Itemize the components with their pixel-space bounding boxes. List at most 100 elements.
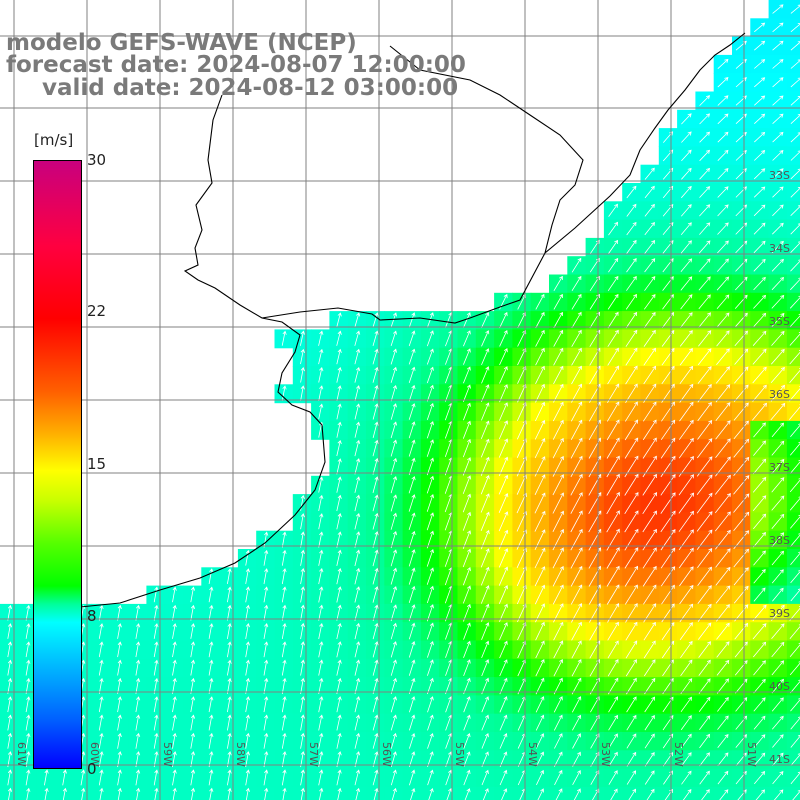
wind-arrow bbox=[390, 622, 397, 640]
wind-arrow bbox=[410, 787, 416, 800]
wind-cell bbox=[768, 292, 788, 312]
wind-cell bbox=[640, 732, 660, 751]
wind-arrow bbox=[535, 293, 545, 310]
wind-arrow bbox=[281, 714, 287, 731]
wind-arrow bbox=[390, 641, 397, 658]
wind-cell bbox=[750, 439, 770, 459]
wind-arrow bbox=[624, 401, 638, 422]
wind-arrow bbox=[588, 455, 602, 478]
wind-arrow bbox=[608, 714, 618, 731]
wind-arrow bbox=[373, 787, 379, 800]
wind-cell bbox=[585, 366, 605, 385]
wind-cell bbox=[567, 750, 587, 770]
wind-cell bbox=[585, 530, 605, 550]
wind-cell bbox=[695, 530, 715, 550]
wind-cell bbox=[530, 439, 550, 459]
wind-cell bbox=[732, 219, 751, 239]
wind-arrow bbox=[372, 659, 379, 676]
wind-arrow bbox=[788, 404, 800, 421]
wind-cell bbox=[530, 732, 550, 751]
wind-arrow bbox=[698, 312, 711, 328]
wind-arrow bbox=[135, 732, 141, 749]
wind-arrow bbox=[571, 293, 582, 310]
wind-arrow bbox=[498, 474, 509, 495]
wind-arrow bbox=[337, 787, 342, 800]
wind-arrow bbox=[642, 565, 657, 587]
wind-cell bbox=[603, 329, 623, 349]
wind-arrow bbox=[245, 568, 250, 584]
wind-arrow bbox=[336, 549, 342, 566]
wind-arrow bbox=[571, 257, 582, 273]
wind-arrow bbox=[642, 455, 657, 478]
wind-cell bbox=[732, 768, 751, 788]
wind-arrow bbox=[642, 510, 657, 533]
wind-arrow bbox=[680, 185, 692, 199]
wind-cell bbox=[603, 274, 623, 294]
wind-cell bbox=[768, 439, 788, 459]
wind-cell bbox=[530, 457, 550, 477]
wind-cell bbox=[640, 677, 660, 696]
wind-cell bbox=[713, 622, 733, 642]
wind-arrow bbox=[771, 458, 785, 475]
wind-cell bbox=[658, 713, 678, 733]
wind-arrow bbox=[772, 734, 784, 748]
wind-arrow bbox=[516, 566, 527, 587]
wind-arrow bbox=[753, 276, 766, 291]
wind-arrow bbox=[426, 366, 434, 384]
wind-cell bbox=[640, 494, 660, 513]
lat-label: 38S bbox=[769, 534, 790, 547]
wind-arrow bbox=[733, 475, 750, 495]
wind-arrow bbox=[715, 585, 731, 604]
wind-arrow bbox=[25, 641, 31, 658]
wind-arrow bbox=[772, 131, 784, 143]
wind-arrow bbox=[717, 258, 729, 272]
wind-arrow bbox=[408, 384, 416, 402]
wind-cell bbox=[713, 786, 733, 800]
wind-cell bbox=[640, 603, 660, 623]
wind-arrow bbox=[752, 495, 767, 511]
wind-arrow bbox=[354, 696, 361, 713]
wind-arrow bbox=[553, 659, 563, 677]
wind-arrow bbox=[607, 659, 619, 677]
wind-cell bbox=[677, 677, 696, 696]
wind-arrow bbox=[408, 641, 416, 658]
wind-cell bbox=[768, 658, 788, 678]
wind-arrow bbox=[462, 420, 471, 439]
wind-arrow bbox=[117, 769, 122, 786]
wind-cell bbox=[567, 786, 587, 800]
wind-cell bbox=[786, 36, 800, 56]
wind-arrow bbox=[554, 751, 563, 767]
coastline bbox=[79, 32, 746, 608]
wind-arrow bbox=[354, 714, 361, 731]
wind-cell bbox=[585, 786, 605, 800]
wind-cell bbox=[585, 292, 605, 312]
wind-arrow bbox=[208, 623, 214, 639]
wind-arrow bbox=[771, 422, 784, 438]
wind-arrow bbox=[263, 604, 269, 621]
wind-arrow bbox=[117, 751, 122, 768]
wind-arrow bbox=[698, 294, 711, 310]
wind-arrow bbox=[463, 622, 471, 640]
wind-cell bbox=[567, 494, 587, 513]
wind-arrow bbox=[644, 258, 656, 273]
wind-arrow bbox=[463, 640, 471, 658]
wind-cell bbox=[439, 786, 459, 800]
wind-cell bbox=[658, 457, 678, 477]
lat-label: 39S bbox=[769, 607, 790, 620]
wind-arrow bbox=[572, 714, 582, 731]
wind-arrow bbox=[300, 659, 305, 676]
wind-arrow bbox=[771, 697, 784, 712]
wind-arrow bbox=[372, 586, 379, 603]
wind-arrow bbox=[608, 770, 618, 785]
wind-arrow bbox=[754, 150, 766, 161]
wind-arrow bbox=[227, 623, 232, 639]
wind-arrow bbox=[135, 659, 141, 676]
wind-cell bbox=[677, 109, 696, 129]
wind-arrow bbox=[644, 239, 656, 254]
wind-arrow bbox=[7, 604, 13, 621]
wind-cell bbox=[677, 530, 696, 550]
wind-arrow bbox=[427, 769, 434, 786]
wind-arrow bbox=[643, 365, 657, 385]
wind-arrow bbox=[534, 566, 546, 587]
wind-arrow bbox=[390, 348, 397, 365]
